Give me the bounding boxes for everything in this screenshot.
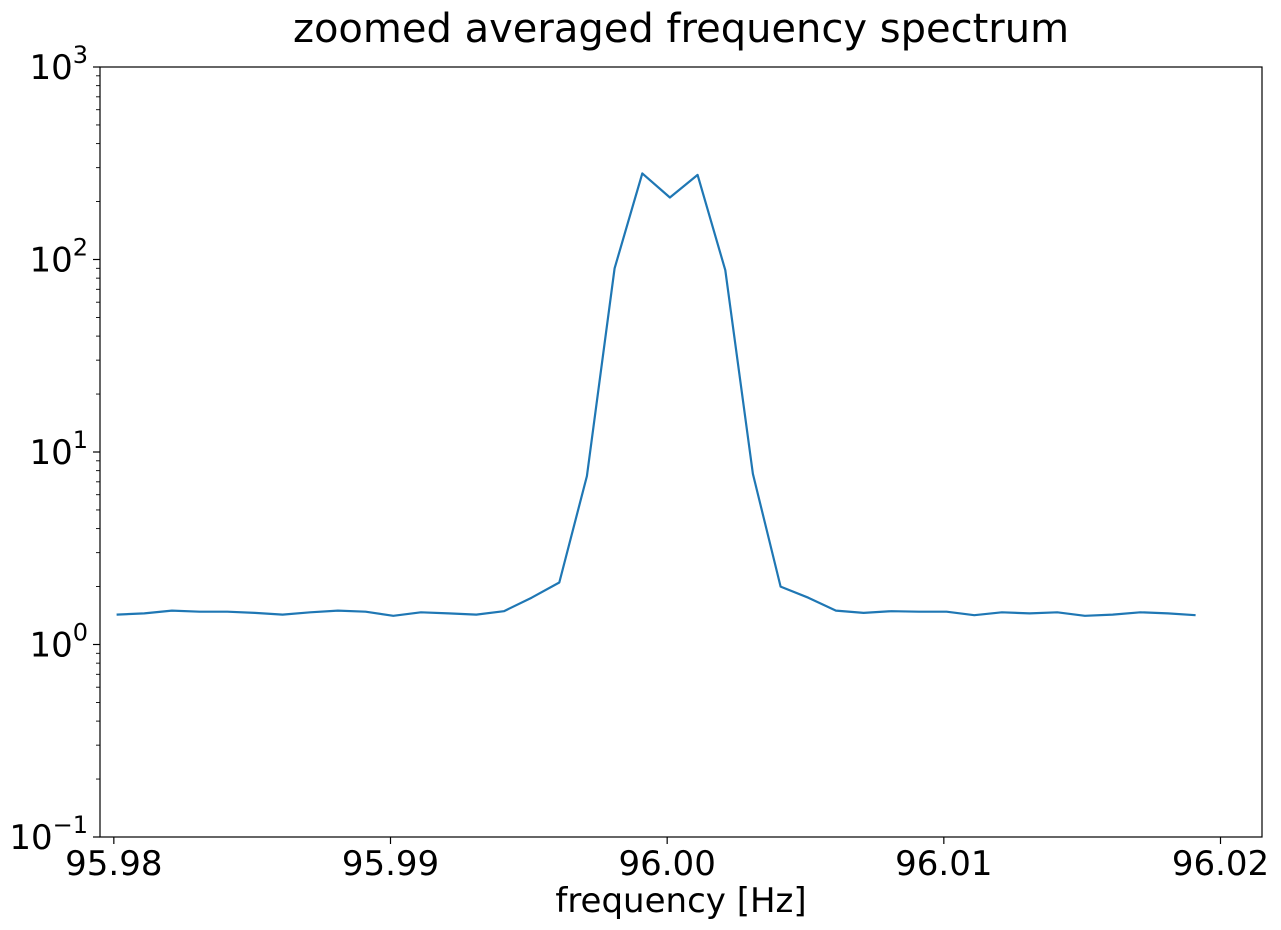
chart-title: zoomed averaged frequency spectrum <box>293 6 1069 52</box>
x-tick-label: 95.99 <box>342 844 439 884</box>
x-tick-label: 95.98 <box>65 844 162 884</box>
x-tick-label: 96.00 <box>618 844 715 884</box>
series-layer <box>116 172 1196 617</box>
x-axis: 95.98 95.99 96.00 96.01 96.02 <box>65 837 1269 884</box>
x-tick-label: 96.01 <box>895 844 992 884</box>
series-line <box>116 172 1196 617</box>
x-tick-label: 96.02 <box>1172 844 1269 884</box>
plot-frame <box>99 66 1263 838</box>
y-tick-label: 101 <box>29 426 88 473</box>
y-tick-label: 103 <box>29 41 88 88</box>
y-tick-label: 102 <box>29 234 88 281</box>
y-tick-label: 10−1 <box>9 811 88 858</box>
y-axis: 10−1 100 101 102 103 <box>9 41 100 858</box>
x-axis-label: frequency [Hz] <box>555 881 806 921</box>
y-tick-label: 100 <box>29 619 88 666</box>
